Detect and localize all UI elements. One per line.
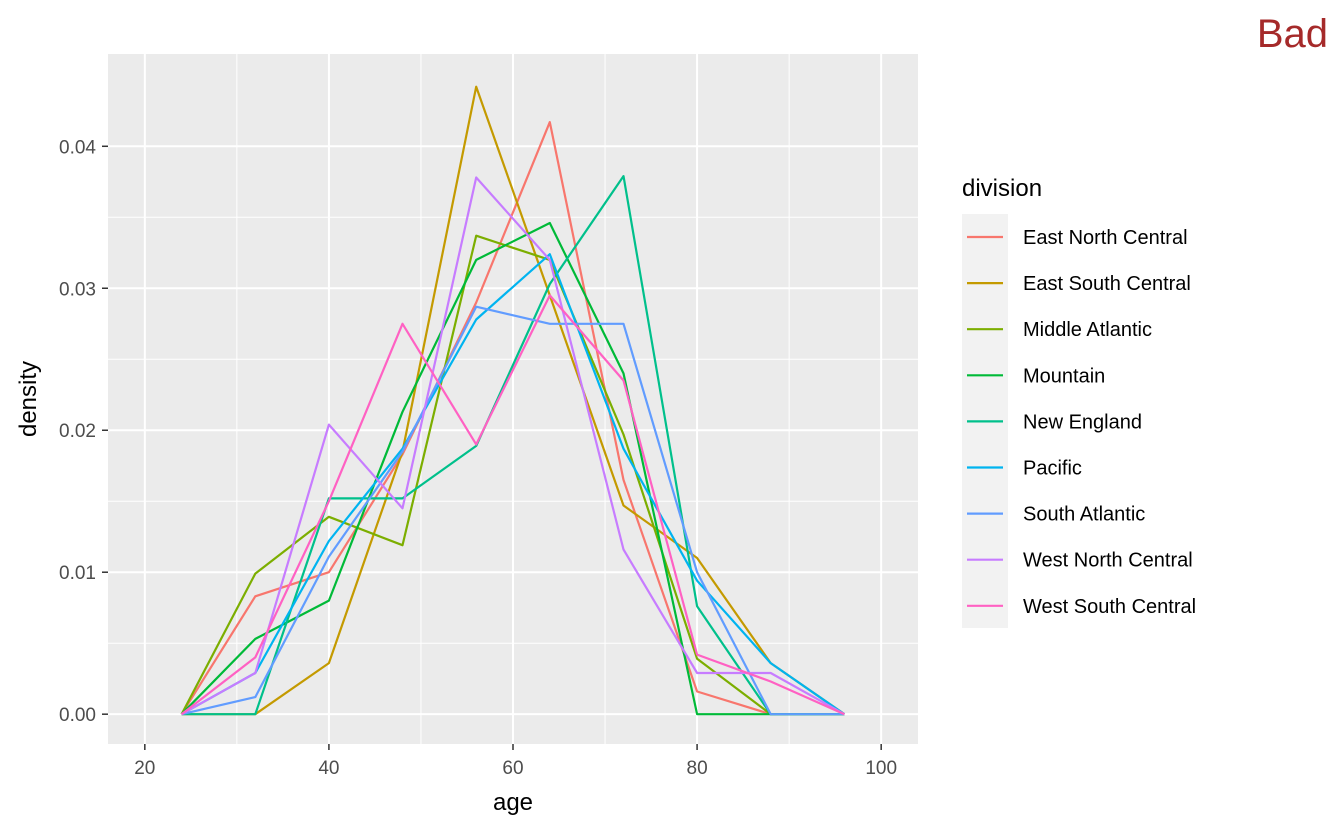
legend-label-new-england: New England: [1023, 411, 1142, 433]
y-tick-label: 0.03: [59, 279, 96, 300]
y-axis-label: density: [15, 361, 42, 437]
series-line-east-south-central: [181, 85, 846, 716]
series-line-south-atlantic: [181, 305, 845, 716]
y-tick-label: 0.01: [59, 563, 96, 584]
x-tick-label: 60: [502, 758, 523, 779]
series-line-west-south-central: [180, 294, 845, 716]
legend-label-mountain: Mountain: [1023, 365, 1105, 387]
legend-label-west-south-central: West South Central: [1023, 596, 1196, 618]
y-axis: 0.00 0.01 0.02 0.03 0.04: [59, 137, 108, 726]
x-axis: 20 40 60 80 100: [134, 744, 897, 779]
legend-title: division: [962, 175, 1042, 202]
legend-label-east-south-central: East South Central: [1023, 273, 1191, 295]
series-line-pacific: [181, 253, 846, 716]
legend-label-pacific: Pacific: [1023, 458, 1082, 480]
x-tick-label: 80: [687, 758, 708, 779]
legend: division East North Central East South Ce…: [962, 175, 1196, 628]
major-gridlines: [108, 54, 918, 744]
series-lines: [180, 85, 846, 716]
y-tick-label: 0.04: [59, 137, 96, 158]
status-badge: Bad: [1256, 12, 1328, 56]
y-tick-label: 0.00: [59, 705, 96, 726]
x-tick-label: 20: [134, 758, 155, 779]
series-line-west-north-central: [181, 176, 845, 716]
legend-label-east-north-central: East North Central: [1023, 227, 1188, 249]
legend-label-south-atlantic: South Atlantic: [1023, 504, 1145, 526]
x-axis-label: age: [493, 789, 533, 816]
series-line-east-north-central: [180, 120, 845, 716]
y-tick-label: 0.02: [59, 421, 96, 442]
legend-label-west-north-central: West North Central: [1023, 550, 1193, 572]
x-tick-label: 100: [865, 758, 897, 779]
x-tick-label: 40: [318, 758, 339, 779]
series-line-mountain: [180, 221, 845, 716]
legend-items: East North Central East South Central Midd…: [967, 227, 1196, 618]
legend-label-middle-atlantic: Middle Atlantic: [1023, 319, 1152, 341]
